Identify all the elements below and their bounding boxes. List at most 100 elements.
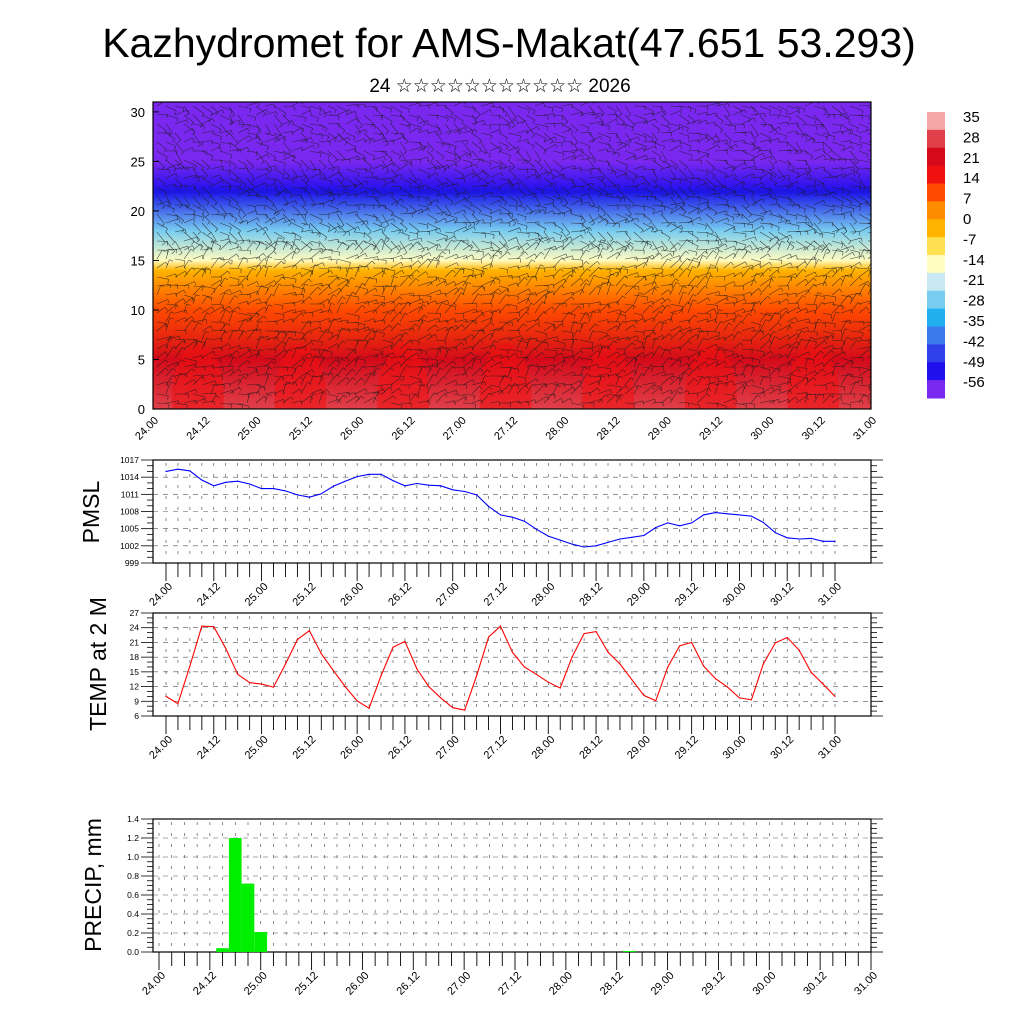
precip-bar [228,838,242,952]
x-tick-label: 26.00 [338,734,366,762]
pmsl-point [296,494,298,496]
x-tick-label: 27.12 [492,415,520,443]
warm-cells [153,189,871,409]
temp-x-axis: 24.00 24.12 25.00 25.12 26.00 26.12 27.00 27.12… [147,716,844,762]
temp-point [165,695,167,698]
x-tick-label: 27.00 [445,970,473,998]
temp-point [786,636,788,639]
pmsl-point [440,485,442,487]
pmsl-point [655,526,657,529]
temp-point [320,653,322,655]
y-tick-label: 25 [131,154,145,169]
colorbar-swatch [927,112,945,131]
pmsl-point [691,522,693,524]
temp-point [201,625,203,627]
y-tick-label: 1017 [120,455,139,465]
temp-point [380,675,382,677]
x-tick-label: 27.12 [482,581,510,609]
y-tick-label: 6 [134,711,139,721]
temp-point [703,665,705,667]
y-tick-label: 0.2 [127,928,139,938]
y-tick-label: 0.8 [127,871,139,881]
tropopause-band [153,189,871,195]
pmsl-point [750,515,753,517]
x-tick-label: 31.00 [851,415,879,443]
x-tick-label: 26.00 [338,581,366,609]
temp-point [667,666,669,668]
temp-point [440,697,442,699]
temp-point [679,645,681,647]
temp-panel: TEMP at 2 M 6 9 12 15 18 21 24 27 24.00 24.12 25.0… [85,597,883,762]
pmsl-point [523,520,526,522]
pmsl-point [559,539,561,541]
x-tick-label: 30.12 [768,581,796,609]
temp-point [834,695,836,698]
x-tick-label: 30.12 [768,734,796,762]
x-tick-label: 26.00 [344,970,372,998]
y-tick-label: 1005 [120,524,139,534]
colorbar: 35 28 21 14 7 0 -7 -14 -21 -28 -35 -42 -49 -56 [927,109,985,399]
pmsl-point [344,480,346,482]
x-tick-label: 26.12 [390,415,418,443]
temp-point [368,707,370,709]
pmsl-point [272,488,275,490]
temp-point [798,649,800,651]
x-tick-label: 25.12 [291,734,319,762]
pmsl-point [261,488,263,490]
x-tick-label: 26.12 [386,581,414,609]
x-tick-label: 29.12 [673,734,701,762]
pmsl-point [583,546,585,548]
y-tick-label: 999 [125,558,139,568]
x-tick-label: 29.00 [625,734,653,762]
colorbar-swatch [927,183,945,202]
x-tick-label: 29.00 [649,970,677,998]
temp-point [356,700,358,702]
temp-point [691,641,693,644]
y-tick-label: 24 [130,623,140,633]
colorbar-swatch [927,290,945,310]
pmsl-point [547,535,549,537]
pmsl-point [416,482,418,485]
colorbar-label: -35 [963,313,985,330]
x-tick-label: 24.12 [184,415,212,443]
temp-point [726,686,729,688]
y-tick-label: 1014 [120,472,139,482]
warm-cell [171,344,224,409]
x-tick-label: 27.12 [482,734,510,762]
x-tick-label: 30.00 [749,415,777,443]
temp-point [392,646,394,648]
pmsl-point [392,480,394,482]
y-tick-label: 1.0 [127,852,139,862]
x-tick-label: 29.12 [673,581,701,609]
colorbar-swatch [927,362,945,381]
x-tick-label: 28.12 [595,415,623,443]
precip-bar [241,883,255,952]
pmsl-point [237,480,239,482]
x-tick-label: 26.12 [394,970,422,998]
colorbar-swatch [927,308,945,327]
temp-point [213,626,215,628]
colorbar-label: 35 [963,109,980,126]
temp-point [810,671,812,673]
temp-point [738,697,741,699]
temp-point [177,703,179,705]
chart-subtitle: 24 ☆☆☆☆☆☆☆☆☆☆☆ 2026 [369,76,630,97]
pmsl-point [452,489,454,491]
cross-section-frame [152,101,872,410]
pmsl-point [499,514,502,516]
temp-point [404,640,406,643]
pmsl-point [703,514,705,516]
x-tick-label: 27.12 [496,970,524,998]
y-tick-label: 0.6 [127,890,139,900]
pmsl-point [404,485,406,487]
colorbar-swatch [927,165,945,184]
pmsl-point [201,479,203,481]
x-tick-label: 31.00 [852,970,880,998]
temp-point [619,663,621,665]
x-tick-label: 28.00 [529,734,557,762]
x-tick-label: 27.00 [434,734,462,762]
pmsl-point [643,534,645,537]
temp-point [523,666,526,668]
